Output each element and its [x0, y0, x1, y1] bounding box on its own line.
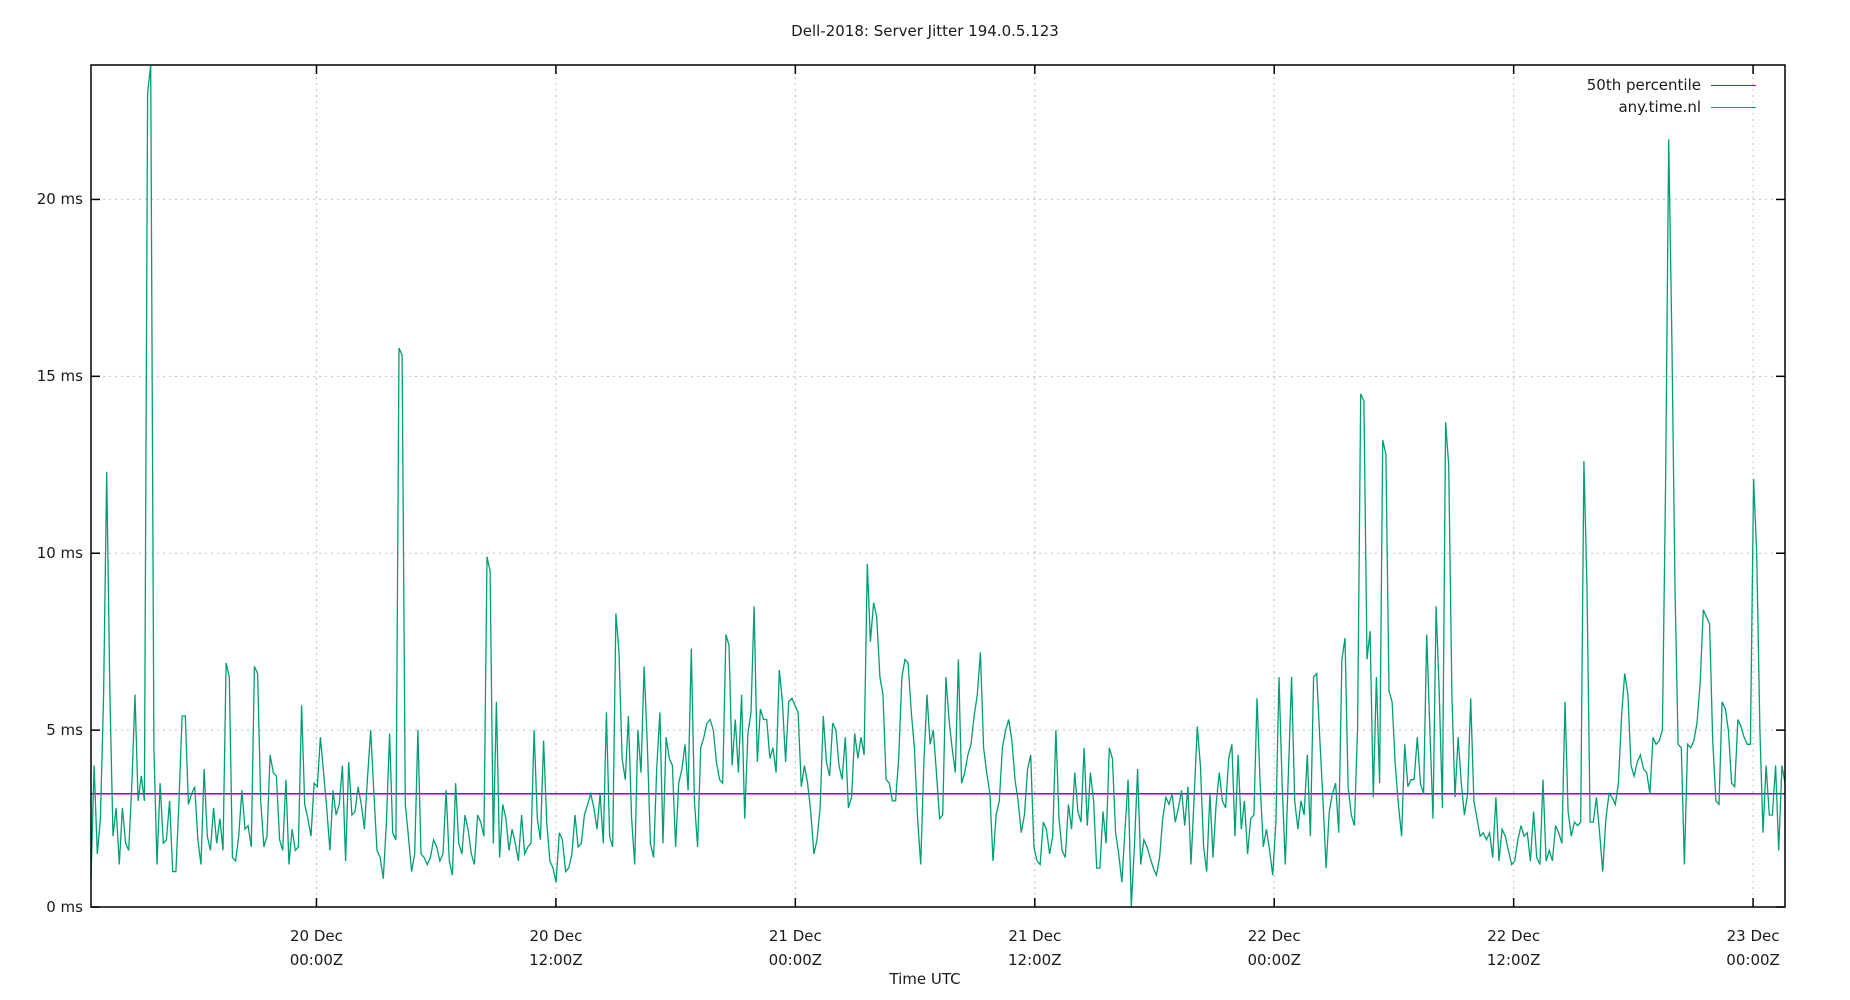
grid-lines [91, 65, 1785, 907]
legend-swatch-series [1711, 106, 1756, 108]
legend-item-median: 50th percentile [1587, 74, 1756, 96]
x-tick-label: 21 Dec 12:00Z [1008, 927, 1062, 969]
legend-label: 50th percentile [1586, 76, 1701, 94]
chart-title: Dell-2018: Server Jitter 194.0.5.123 [791, 22, 1059, 40]
x-tick-label: 20 Dec 12:00Z [529, 927, 583, 969]
series-any-time-nl [90, 64, 1786, 908]
x-tick-label: 23 Dec 00:00Z [1726, 927, 1780, 969]
y-tick-label: 10 ms [36, 544, 83, 563]
x-tick-label: 22 Dec 12:00Z [1486, 927, 1541, 969]
x-tick-label: 21 Dec 00:00Z [768, 927, 823, 969]
y-tick-label: 5 ms [46, 721, 83, 740]
legend-item-series: any.time.nl [1587, 96, 1756, 118]
legend-swatch-median [1711, 84, 1756, 86]
axis-ticks [91, 65, 1785, 908]
plot-frame [90, 64, 1786, 908]
x-tick-label: 20 Dec 00:00Z [289, 927, 344, 969]
x-axis-label: Time UTC [889, 970, 961, 988]
y-tick-label: 20 ms [36, 190, 83, 209]
y-tick-label: 15 ms [36, 367, 83, 386]
x-tick-label: 22 Dec 00:00Z [1247, 927, 1301, 969]
legend: 50th percentile any.time.nl [1587, 74, 1756, 118]
y-tick-label: 0 ms [46, 898, 83, 916]
legend-label: any.time.nl [1618, 98, 1701, 116]
